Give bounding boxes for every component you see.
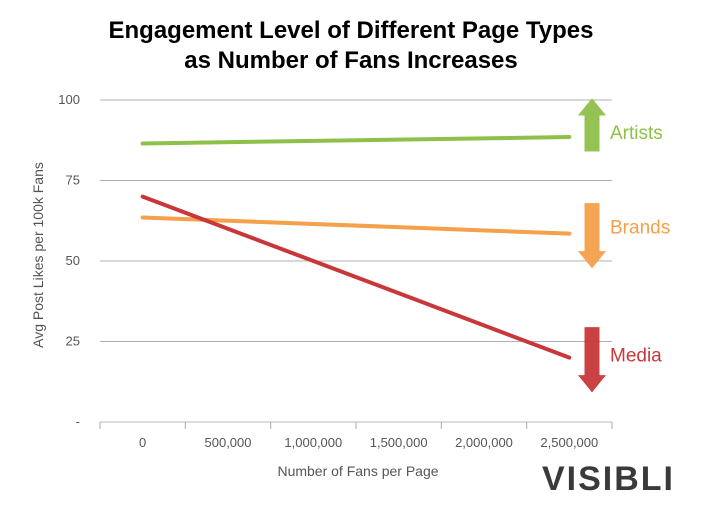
x-tick-label: 0	[139, 435, 146, 450]
visibli-logo: VISIBLI	[542, 460, 675, 498]
series-line-brands	[140, 215, 572, 236]
x-tick-label: 1,500,000	[370, 435, 428, 450]
x-tick-label: 2,000,000	[455, 435, 513, 450]
artists-trend-arrow-icon	[577, 98, 607, 152]
x-tick-label: 2,500,000	[540, 435, 598, 450]
y-tick-label: -	[76, 414, 80, 429]
series-label-artists: Artists	[610, 123, 663, 144]
brands-trend-arrow-icon	[577, 203, 607, 269]
trend-arrows: Artists Brands Media	[577, 98, 670, 393]
chart-title-line-1: Engagement Level of Different Page Types	[108, 17, 594, 44]
chart-title: Engagement Level of Different Page Types…	[0, 16, 702, 76]
y-axis-ticks: - 25 50 75 100	[58, 92, 80, 429]
x-axis-ticks: 0 500,000 1,000,000 1,500,000 2,000,000 2,500…	[99, 422, 613, 450]
series-label-brands: Brands	[610, 218, 670, 239]
y-tick-label: 100	[58, 92, 80, 107]
series-label-media: Media	[610, 346, 662, 367]
grid-lines	[100, 99, 612, 423]
chart-title-line-2: as Number of Fans Increases	[184, 47, 518, 74]
x-tick-label: 500,000	[205, 435, 252, 450]
series-line-media	[140, 194, 572, 360]
series-line-artists	[140, 135, 572, 146]
y-tick-label: 75	[66, 173, 80, 188]
y-axis-label: Avg Post Likes per 100k Fans	[30, 162, 46, 348]
x-axis-label: Number of Fans per Page	[277, 463, 438, 479]
x-tick-label: 1,000,000	[284, 435, 342, 450]
y-tick-label: 25	[66, 334, 80, 349]
y-tick-label: 50	[66, 253, 80, 268]
media-trend-arrow-icon	[577, 327, 607, 393]
series-lines	[140, 135, 572, 360]
